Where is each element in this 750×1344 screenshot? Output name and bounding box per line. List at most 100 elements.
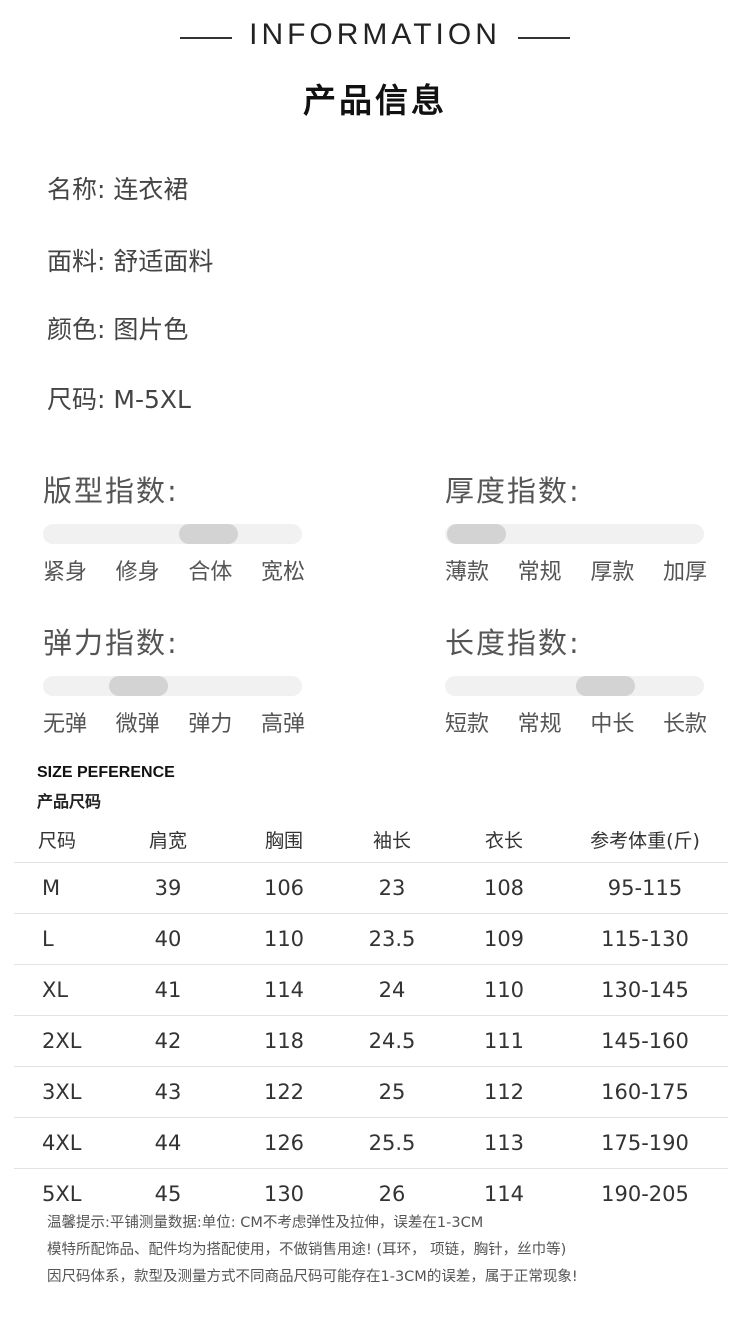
table-cell: 106 [263,876,305,900]
table-cell: 108 [483,876,525,900]
info-name: 名称: 连衣裙 [47,170,188,206]
index-label: 薄款 [445,560,490,585]
header-divider-right [518,37,570,39]
table-cell: 175-190 [601,1131,689,1155]
index-thumb [109,676,169,696]
table-row: M 39 106 23 108 95-115 [14,862,728,914]
info-color: 颜色: 图片色 [47,310,188,346]
table-cell: 111 [483,1029,525,1053]
table-cell: 190-205 [601,1182,689,1206]
index-label: 无弹 [43,712,88,737]
index-label: 高弹 [260,712,305,737]
table-cell: 110 [483,978,525,1002]
table-cell: 112 [483,1080,525,1104]
index-title: 厚度指数: [445,474,581,508]
info-value: 连衣裙 [113,175,189,204]
table-cell: M [42,876,61,900]
table-cell: 160-175 [601,1080,689,1104]
column-header: 袖长 [372,829,411,852]
column-header: 胸围 [264,829,303,852]
table-cell: 110 [263,927,305,951]
table-cell: 23.5 [368,927,416,951]
info-label: 颜色: [47,315,106,344]
index-label: 修身 [115,560,160,585]
index-label: 紧身 [43,560,88,585]
index-length: 长度指数: 短款 常规 中长 长款 [445,620,707,738]
index-label: 厚款 [590,560,635,585]
table-cell: 26 [378,1182,406,1206]
info-value: 图片色 [113,315,189,344]
index-label: 微弹 [115,712,160,737]
index-label: 合体 [188,560,233,585]
table-cell: 118 [263,1029,305,1053]
index-thumb [446,524,506,544]
info-value: M-5XL [113,385,191,414]
table-cell: 25 [378,1080,406,1104]
index-title: 版型指数: [43,474,179,508]
index-thumb [576,676,636,696]
info-label: 面料: [47,247,106,276]
column-header: 衣长 [484,829,523,852]
info-fabric: 面料: 舒适面料 [47,242,213,278]
table-cell: 109 [483,927,525,951]
index-elasticity: 弹力指数: 无弹 微弹 弹力 高弹 [43,620,305,738]
header-title-en: INFORMATION [249,18,501,51]
index-label: 中长 [590,712,635,737]
header-divider-left [180,37,232,39]
table-row: 4XL 44 126 25.5 113 175-190 [14,1117,728,1169]
table-cell: 44 [154,1131,182,1155]
table-cell: 4XL [42,1131,82,1155]
index-track [445,676,704,696]
index-label: 长款 [662,712,707,737]
index-fit: 版型指数: 紧身 修身 合体 宽松 [43,468,305,586]
info-label: 名称: [47,175,106,204]
note-line: 温馨提示:平铺测量数据:单位: CM不考虑弹性及拉伸，误差在1-3CM [47,1215,484,1231]
column-header: 尺码 [38,829,77,852]
index-label: 常规 [517,712,562,737]
table-cell: 43 [154,1080,182,1104]
table-cell: 130-145 [601,978,689,1002]
index-thickness: 厚度指数: 薄款 常规 厚款 加厚 [445,468,707,586]
table-cell: 114 [483,1182,525,1206]
column-header: 参考体重(斤) [590,829,700,852]
table-cell: 145-160 [601,1029,689,1053]
index-label: 弹力 [188,712,233,737]
column-header: 肩宽 [148,829,187,852]
index-label: 宽松 [260,560,305,585]
index-track [445,524,704,544]
note-line: 因尺码体系，款型及测量方式不同商品尺码可能存在1-3CM的误差，属于正常现象! [47,1269,578,1285]
table-row: 2XL 42 118 24.5 111 145-160 [14,1015,728,1067]
table-row: 5XL 45 130 26 114 190-205 [14,1168,728,1220]
index-track [43,676,302,696]
table-cell: 3XL [42,1080,82,1104]
table-cell: 130 [263,1182,305,1206]
size-title-cn: 产品尺码 [37,792,102,811]
table-cell: 2XL [42,1029,82,1053]
index-thumb [179,524,239,544]
notes: 温馨提示:平铺测量数据:单位: CM不考虑弹性及拉伸，误差在1-3CM 模特所配… [47,1210,578,1291]
table-cell: 25.5 [368,1131,416,1155]
table-cell: 113 [483,1131,525,1155]
table-cell: 45 [154,1182,182,1206]
index-label: 加厚 [662,560,707,585]
table-cell: 115-130 [601,927,689,951]
size-title-en: SIZE PEFERENCE [37,764,175,781]
index-title: 长度指数: [445,626,581,660]
table-row: 3XL 43 122 25 112 160-175 [14,1066,728,1118]
table-cell: 40 [154,927,182,951]
index-title: 弹力指数: [43,626,179,660]
table-row: XL 41 114 24 110 130-145 [14,964,728,1016]
size-table: 尺码 肩宽 胸围 袖长 衣长 参考体重(斤) M 39 106 23 108 95-115 L 40 11… [14,816,728,1219]
table-cell: 5XL [42,1182,82,1206]
info-size: 尺码: M-5XL [47,380,191,416]
table-cell: 122 [263,1080,305,1104]
table-cell: 42 [154,1029,182,1053]
table-cell: 41 [154,978,182,1002]
table-cell: 126 [263,1131,305,1155]
table-cell: 95-115 [607,876,683,900]
index-track [43,524,302,544]
index-label: 短款 [445,712,490,737]
table-cell: 24.5 [368,1029,416,1053]
table-cell: L [42,927,54,951]
